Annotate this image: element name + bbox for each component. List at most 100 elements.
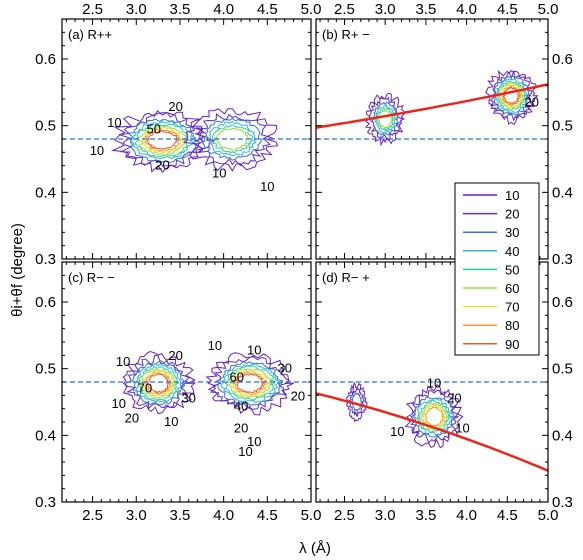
x-tick-label: 3.5 [170, 507, 191, 524]
contour-level-80 [501, 85, 522, 107]
contour-label: 10 [107, 115, 121, 130]
contour-label: 70 [138, 381, 152, 396]
contour-label: 10 [247, 434, 261, 449]
legend-label: 30 [505, 225, 519, 240]
x-tick-label: 2.5 [334, 1, 355, 18]
y-tick-label: 0.5 [552, 361, 573, 378]
legend-label: 20 [505, 207, 519, 222]
y-axis-label: θi+θf (degree) [9, 223, 26, 317]
contour-label: 10 [390, 424, 404, 439]
contour-level-50 [212, 124, 254, 154]
contour-label: 10 [427, 375, 441, 390]
x-tick-label: 3.0 [375, 1, 396, 18]
contour-level-70 [141, 126, 185, 154]
contour-label: 20 [168, 99, 182, 114]
contour-label: 10 [455, 421, 469, 436]
y-tick-label: 0.3 [35, 494, 56, 511]
x-tick-label: 2.5 [82, 507, 103, 524]
contour-level-70 [231, 370, 270, 397]
contour-label: 30 [278, 361, 292, 376]
y-tick-label: 0.6 [35, 294, 56, 311]
contour-level-90 [235, 373, 264, 394]
legend-label: 10 [505, 188, 519, 203]
x-tick-label: 4.0 [213, 1, 234, 18]
x-tick-label: 5.0 [301, 1, 322, 18]
legend-label: 60 [505, 281, 519, 296]
y-tick-label: 0.4 [552, 184, 573, 201]
contour-label: 10 [116, 354, 130, 369]
legend-label: 80 [505, 318, 519, 333]
legend-label: 70 [505, 300, 519, 315]
x-tick-label: 2.5 [82, 1, 103, 18]
panel-title: (a) R++ [68, 27, 112, 42]
panel-plot-area: 20 [316, 69, 548, 147]
contour-level-30 [131, 360, 186, 406]
y-tick-label: 0.4 [35, 427, 56, 444]
contour-label: 10 [260, 179, 274, 194]
contour-label: 60 [230, 369, 244, 384]
y-tick-label: 0.4 [35, 184, 56, 201]
legend-label: 90 [505, 337, 519, 352]
x-tick-label: 4.5 [497, 1, 518, 18]
panel-title: (c) R− − [68, 270, 115, 285]
x-tick-label: 2.5 [334, 507, 355, 524]
contour-level-80 [144, 372, 173, 396]
y-tick-label: 0.5 [35, 118, 56, 135]
contour-label: 20 [291, 389, 305, 404]
legend-label: 40 [505, 244, 519, 259]
contour-label: 20 [447, 391, 461, 406]
x-tick-label: 4.5 [257, 1, 278, 18]
contour-level-60 [420, 402, 449, 431]
contour-label: 10 [212, 166, 226, 181]
panel-title: (d) R− + [322, 270, 370, 285]
y-tick-label: 0.5 [552, 118, 573, 135]
y-tick-label: 0.5 [35, 361, 56, 378]
x-tick-label: 3.5 [170, 1, 191, 18]
contour-level-30 [217, 360, 284, 406]
panel-title: (b) R+ − [322, 27, 370, 42]
x-axis-label: λ (Å) [299, 540, 331, 557]
contour-label: 10 [164, 414, 178, 429]
contour-level-90 [503, 86, 521, 105]
contour-level-60 [139, 367, 177, 399]
contour-level-50 [134, 123, 190, 158]
contour-level-70 [500, 84, 524, 108]
legend-label: 50 [505, 262, 519, 277]
contour-label: 20 [234, 421, 248, 436]
x-tick-label: 4.5 [497, 507, 518, 524]
contour-label: 10 [90, 143, 104, 158]
contour-level-60 [228, 368, 274, 399]
panel-plot-area: 10 20 10 10 [316, 375, 548, 472]
contour-level-20 [195, 113, 271, 167]
legend: 10 20 30 40 50 60 70 80 90 [454, 182, 540, 356]
contour-level-20 [410, 389, 459, 444]
fit-curve-red [316, 392, 548, 472]
contour-level-50 [137, 365, 179, 401]
contour-level-20 [125, 354, 191, 410]
x-tick-label: 5.0 [301, 507, 322, 524]
contour-label: 10 [247, 343, 261, 358]
contour-level-30 [127, 118, 199, 164]
x-tick-label: 3.0 [375, 507, 396, 524]
x-tick-label: 4.5 [257, 507, 278, 524]
contour-level-90 [146, 373, 171, 394]
x-tick-label: 4.0 [456, 1, 477, 18]
panel-2: 20 (b) R+ − [315, 18, 549, 260]
y-tick-label: 0.6 [552, 51, 573, 68]
contour-level-60 [137, 125, 189, 156]
y-tick-label: 0.3 [552, 251, 573, 268]
y-tick-label: 0.6 [35, 51, 56, 68]
contour-level-80 [144, 128, 181, 152]
contour-level-40 [130, 120, 195, 160]
contour-level-10 [182, 108, 279, 172]
contour-level-90 [147, 130, 178, 150]
y-tick-label: 0.4 [552, 427, 573, 444]
contour-level-40 [206, 120, 259, 157]
contour-label: 20 [125, 411, 139, 426]
contour-level-30 [413, 396, 456, 438]
